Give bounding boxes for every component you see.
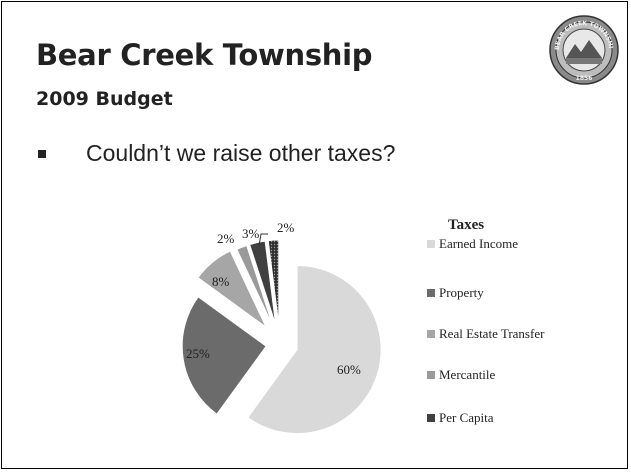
legend-label: Per Capita <box>439 410 494 425</box>
pie-slice-per-capita <box>249 240 277 325</box>
slide-subtitle: 2009 Budget <box>36 88 173 110</box>
pie-slice-earned-income <box>247 265 382 435</box>
legend-label: Property <box>439 285 484 300</box>
pie-data-label: 25% <box>186 346 210 361</box>
pie-slice-property <box>181 296 267 415</box>
pie-data-label: 8% <box>212 274 230 289</box>
pie-slices <box>181 239 382 435</box>
legend-item: Property <box>427 285 484 301</box>
pie-slice-unlabeled <box>267 239 280 325</box>
legend-item: Real Estate Transfer <box>427 326 544 342</box>
legend-swatch <box>427 289 435 297</box>
pie-slice-real-estate-transfer <box>197 250 267 328</box>
leader-line <box>258 233 268 247</box>
pie-data-label: 2% <box>217 231 235 246</box>
legend-label: Mercantile <box>439 367 496 382</box>
legend-swatch <box>427 330 435 338</box>
bullet-text: Couldn’t we raise other taxes? <box>86 140 396 166</box>
legend-title: Taxes <box>448 217 485 233</box>
legend-swatch <box>427 240 435 248</box>
legend-label: Real Estate Transfer <box>439 326 545 341</box>
pie-data-label: 3% <box>242 226 260 241</box>
slide-title: Bear Creek Township <box>36 38 373 72</box>
township-seal-logo: BEAR CREEK TOWNSHIP 1856 <box>548 14 619 85</box>
pie-slice-mercantile <box>236 244 274 326</box>
seal-year: 1856 <box>576 75 593 82</box>
pie-data-label: 2% <box>277 220 295 235</box>
legend-swatch <box>427 414 435 422</box>
legend-swatch <box>427 371 435 379</box>
legend-item: Per Capita <box>427 410 494 426</box>
pie-data-labels: 60% 25% 8% 2% 3% 2% <box>186 220 361 377</box>
pie-data-label: 60% <box>337 362 361 377</box>
legend-item: Mercantile <box>427 367 495 383</box>
bullet-marker <box>38 150 46 158</box>
legend-label: Earned Income <box>439 236 519 251</box>
legend-item: Earned Income <box>427 236 518 252</box>
